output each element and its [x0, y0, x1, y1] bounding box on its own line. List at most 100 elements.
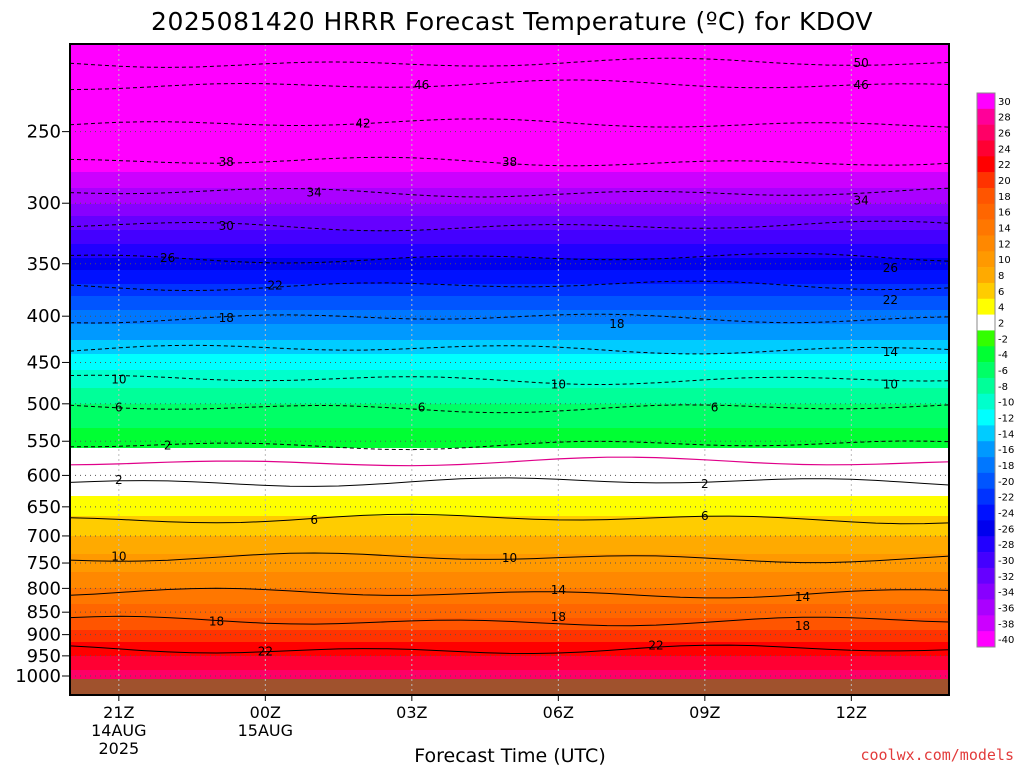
temperature-band [70, 76, 949, 79]
temperature-band [70, 160, 949, 163]
colorbar-swatch [977, 156, 995, 173]
temperature-band [70, 650, 949, 653]
temperature-band [70, 402, 949, 405]
contour-label: 14 [795, 590, 810, 604]
colorbar-swatch [977, 599, 995, 616]
temperature-band [70, 420, 949, 423]
temperature-band [70, 82, 949, 85]
y-tick-label: 450 [27, 352, 61, 373]
colorbar-label: -14 [998, 429, 1014, 440]
temperature-band [70, 466, 949, 469]
temperature-band [70, 142, 949, 145]
temperature-band [70, 158, 949, 161]
colorbar-label: 22 [998, 160, 1011, 171]
temperature-band [70, 408, 949, 411]
temperature-band [70, 598, 949, 601]
temperature-band [70, 526, 949, 529]
temperature-band [70, 260, 949, 263]
temperature-band [70, 390, 949, 393]
contour-label: 2 [115, 473, 123, 487]
temperature-band [70, 658, 949, 661]
temperature-band [70, 570, 949, 573]
colorbar-swatch [977, 631, 995, 648]
temperature-band [70, 498, 949, 501]
temperature-band [70, 610, 949, 613]
temperature-band [70, 116, 949, 119]
temperature-band [70, 80, 949, 83]
temperature-band [70, 228, 949, 231]
temperature-band [70, 418, 949, 421]
contour-label: 38 [502, 155, 517, 169]
temperature-band [70, 90, 949, 93]
temperature-band [70, 288, 949, 291]
temperature-band [70, 56, 949, 59]
temperature-band [70, 394, 949, 397]
temperature-band [70, 114, 949, 117]
y-tick-label: 800 [27, 578, 61, 599]
temperature-band [70, 240, 949, 243]
temperature-band [70, 452, 949, 455]
colorbar-label: 10 [998, 255, 1011, 266]
temperature-band [70, 182, 949, 185]
x-tick-label: 09Z [689, 703, 720, 722]
temperature-band [70, 212, 949, 215]
colorbar-label: -4 [998, 350, 1008, 361]
temperature-band [70, 506, 949, 509]
y-tick-label: 350 [27, 254, 61, 275]
colorbar-label: 6 [998, 287, 1004, 298]
temperature-band [70, 312, 949, 315]
temperature-band [70, 450, 949, 453]
freezing-line [70, 456, 949, 467]
temperature-band [70, 348, 949, 351]
temperature-band [70, 262, 949, 265]
x-tick-label: 06Z [543, 703, 574, 722]
temperature-bands [70, 44, 949, 695]
temperature-band [70, 544, 949, 547]
temperature-band [70, 200, 949, 203]
contour-label: 22 [258, 645, 273, 659]
temperature-band [70, 320, 949, 323]
temperature-band [70, 258, 949, 261]
chart-title: 2025081420 HRRR Forecast Temperature (ºC… [151, 7, 873, 36]
contour-label: 22 [648, 638, 663, 652]
temperature-band [70, 218, 949, 221]
ground-layer [70, 679, 949, 695]
y-tick-label: 750 [27, 553, 61, 574]
temperature-band [70, 426, 949, 429]
temperature-band [70, 126, 949, 129]
temperature-band [70, 334, 949, 337]
temperature-band [70, 214, 949, 217]
temperature-band [70, 148, 949, 151]
temperature-band [70, 250, 949, 253]
temperature-band [70, 276, 949, 279]
colorbar-label: 28 [998, 113, 1011, 124]
temperature-band [70, 46, 949, 49]
colorbar-label: -20 [998, 477, 1014, 488]
temperature-band [70, 386, 949, 389]
contour-label: 22 [883, 293, 898, 307]
colorbar-label: 14 [998, 224, 1011, 235]
temperature-band [70, 458, 949, 461]
colorbar-swatch [977, 552, 995, 569]
temperature-band [70, 654, 949, 657]
temperature-band [70, 566, 949, 569]
temperature-band [70, 354, 949, 357]
temperature-band [70, 274, 949, 277]
temperature-band [70, 140, 949, 143]
temperature-band [70, 206, 949, 209]
temperature-band [70, 632, 949, 635]
temperature-band [70, 314, 949, 317]
contour-label: 46 [853, 78, 868, 92]
temperature-band [70, 216, 949, 219]
temperature-band [70, 132, 949, 135]
temperature-band [70, 186, 949, 189]
temperature-band [70, 246, 949, 249]
colorbar-swatch [977, 346, 995, 363]
colorbar-label: -12 [998, 413, 1014, 424]
temperature-band [70, 478, 949, 481]
temperature-band [70, 648, 949, 651]
temperature-band [70, 608, 949, 611]
temperature-band [70, 396, 949, 399]
temperature-band [70, 424, 949, 427]
